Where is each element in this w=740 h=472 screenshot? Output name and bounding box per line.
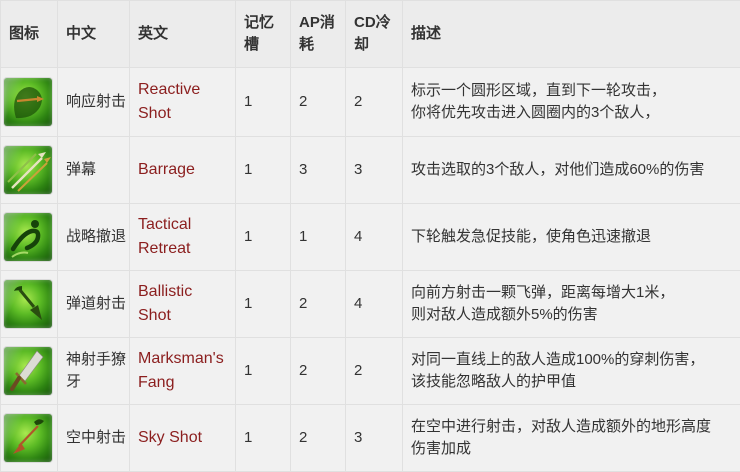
skill-description: 在空中进行射击，对敌人造成额外的地形高度 伤害加成: [403, 405, 740, 472]
skill-name-cn: 弹道射击: [58, 271, 130, 338]
ap-cost-value: 2: [291, 68, 346, 137]
ballistic-shot-icon: [4, 280, 52, 328]
skill-name-cn: 战略撤退: [58, 204, 130, 271]
ap-cost-value: 2: [291, 405, 346, 472]
header-memory-slot: 记忆槽: [236, 1, 291, 68]
skill-name-en-link[interactable]: Barrage: [130, 137, 236, 204]
ap-cost-value: 2: [291, 271, 346, 338]
table-row: 战略撤退 Tactical Retreat 1 1 4 下轮触发急促技能，使角色…: [1, 204, 740, 271]
memory-slot-value: 1: [236, 137, 291, 204]
cooldown-value: 2: [346, 338, 403, 405]
header-en: 英文: [130, 1, 236, 68]
cooldown-value: 2: [346, 68, 403, 137]
skill-description: 攻击选取的3个敌人，对他们造成60%的伤害: [403, 137, 740, 204]
skill-description: 标示一个圆形区域，直到下一轮攻击， 你将优先攻击进入圆圈内的3个敌人，: [403, 68, 740, 137]
skill-description: 下轮触发急促技能，使角色迅速撤退: [403, 204, 740, 271]
table-row: 空中射击 Sky Shot 1 2 3 在空中进行射击，对敌人造成额外的地形高度…: [1, 405, 740, 472]
sky-shot-icon: [4, 414, 52, 462]
marksmans-fang-icon: [4, 347, 52, 395]
skill-description: 对同一直线上的敌人造成100%的穿刺伤害， 该技能忽略敌人的护甲值: [403, 338, 740, 405]
skill-name-en-link[interactable]: Ballistic Shot: [130, 271, 236, 338]
skill-name-en-link[interactable]: Tactical Retreat: [130, 204, 236, 271]
header-cn: 中文: [58, 1, 130, 68]
table-row: 弹幕 Barrage 1 3 3 攻击选取的3个敌人，对他们造成60%的伤害: [1, 137, 740, 204]
header-icon: 图标: [1, 1, 58, 68]
ap-cost-value: 1: [291, 204, 346, 271]
skill-name-cn: 神射手獠牙: [58, 338, 130, 405]
skill-name-en-link[interactable]: Sky Shot: [130, 405, 236, 472]
memory-slot-value: 1: [236, 68, 291, 137]
ap-cost-value: 2: [291, 338, 346, 405]
skill-name-cn: 响应射击: [58, 68, 130, 137]
tactical-retreat-icon: [4, 213, 52, 261]
memory-slot-value: 1: [236, 405, 291, 472]
reactive-shot-icon: [4, 78, 52, 126]
ap-cost-value: 3: [291, 137, 346, 204]
cooldown-value: 3: [346, 405, 403, 472]
skill-name-cn: 弹幕: [58, 137, 130, 204]
header-ap-cost: AP消耗: [291, 1, 346, 68]
skill-name-en-link[interactable]: Reactive Shot: [130, 68, 236, 137]
memory-slot-value: 1: [236, 338, 291, 405]
table-row: 弹道射击 Ballistic Shot 1 2 4 向前方射击一颗飞弹，距离每增…: [1, 271, 740, 338]
cooldown-value: 3: [346, 137, 403, 204]
skill-name-en-link[interactable]: Marksman's Fang: [130, 338, 236, 405]
cooldown-value: 4: [346, 271, 403, 338]
skill-name-cn: 空中射击: [58, 405, 130, 472]
header-row: 图标 中文 英文 记忆槽 AP消耗 CD冷却 描述: [1, 1, 740, 68]
skill-description: 向前方射击一颗飞弹，距离每增大1米， 则对敌人造成额外5%的伤害: [403, 271, 740, 338]
table-row: 神射手獠牙 Marksman's Fang 1 2 2 对同一直线上的敌人造成1…: [1, 338, 740, 405]
cooldown-value: 4: [346, 204, 403, 271]
memory-slot-value: 1: [236, 271, 291, 338]
header-cooldown: CD冷却: [346, 1, 403, 68]
header-description: 描述: [403, 1, 740, 68]
table-row: 响应射击 Reactive Shot 1 2 2 标示一个圆形区域，直到下一轮攻…: [1, 68, 740, 137]
memory-slot-value: 1: [236, 204, 291, 271]
barrage-icon: [4, 146, 52, 194]
